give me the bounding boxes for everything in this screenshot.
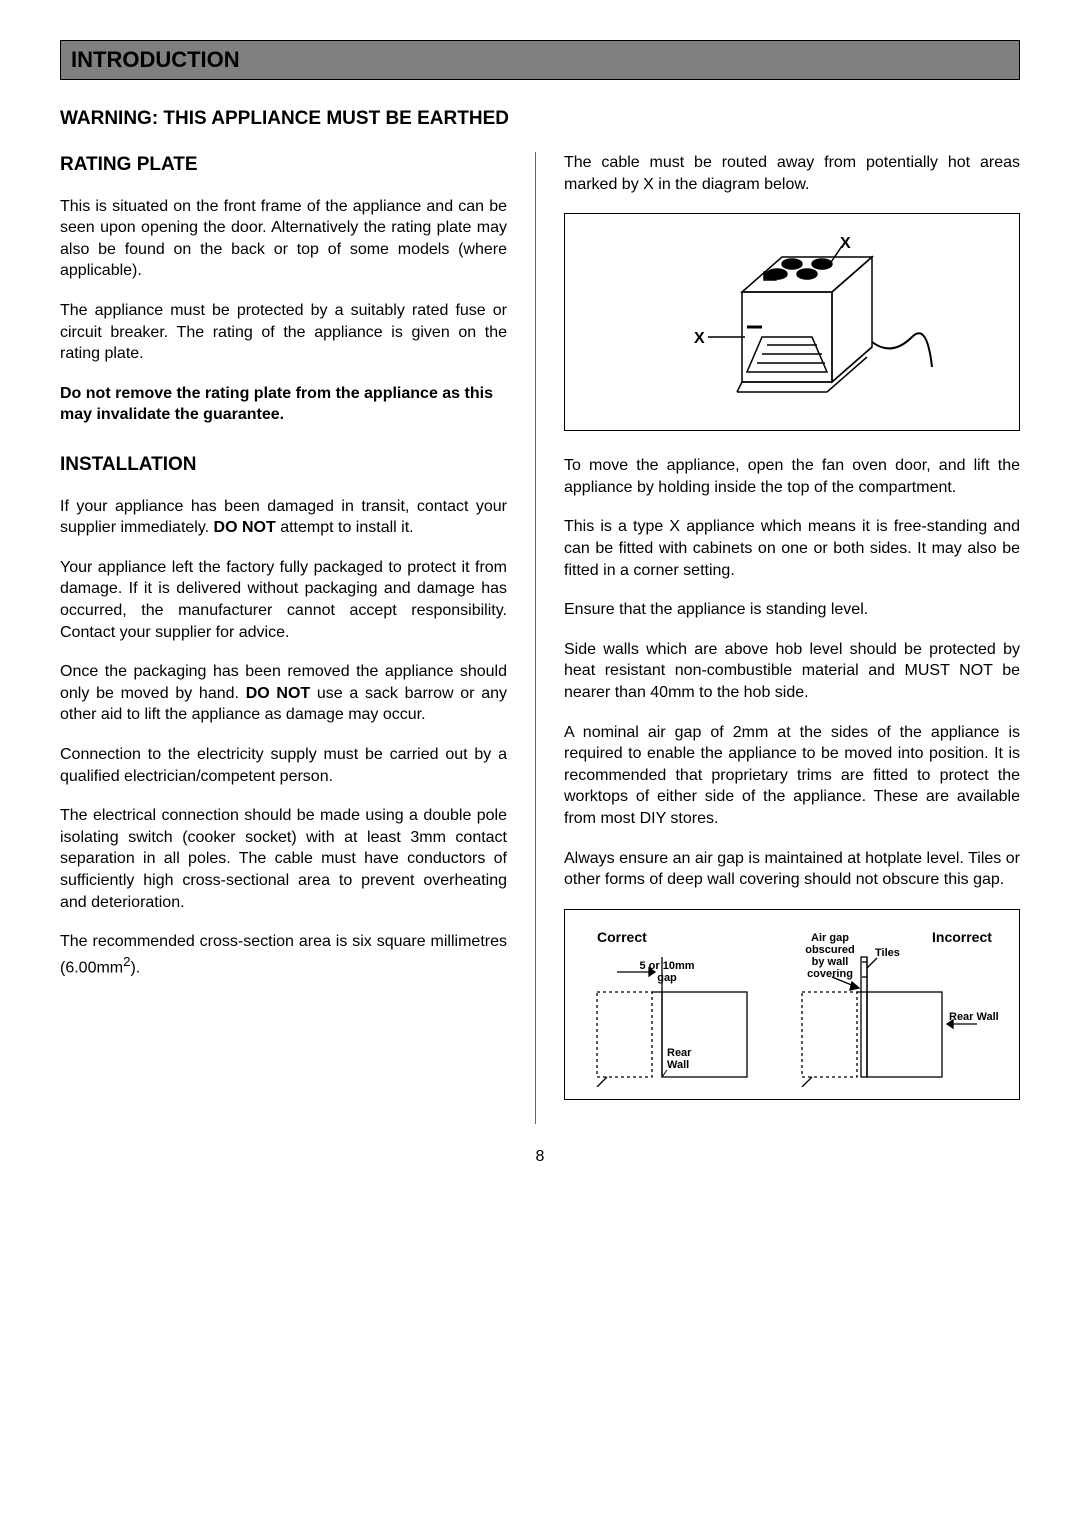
install-p2: Your appliance left the factory fully pa… [60, 557, 507, 643]
install-p4: Connection to the electricity supply mus… [60, 744, 507, 787]
left-column: RATING PLATE This is situated on the fro… [60, 152, 507, 1124]
hotplate-gap-p: Always ensure an air gap is maintained a… [564, 848, 1020, 891]
install-p3: Once the packaging has been removed the … [60, 661, 507, 726]
level-p: Ensure that the appliance is standing le… [564, 599, 1020, 621]
install-p1: If your appliance has been damaged in tr… [60, 496, 507, 539]
air-gap-p: A nominal air gap of 2mm at the sides of… [564, 722, 1020, 830]
svg-text:Tiles: Tiles [875, 947, 900, 959]
side-walls-p: Side walls which are above hob level sho… [564, 639, 1020, 704]
page-number: 8 [60, 1148, 1020, 1166]
install-p5: The electrical connection should be made… [60, 805, 507, 913]
rating-plate-warning: Do not remove the rating plate from the … [60, 383, 507, 426]
installation-heading: INSTALLATION [60, 452, 507, 478]
type-x-p: This is a type X appliance which means i… [564, 516, 1020, 581]
rating-plate-heading: RATING PLATE [60, 152, 507, 178]
svg-text:X: X [840, 235, 851, 252]
section-header: INTRODUCTION [60, 40, 1020, 80]
svg-text:Incorrect: Incorrect [932, 929, 992, 945]
gap-diagram: Correct Incorrect 5 or 10mm gap Rear Wal… [564, 909, 1020, 1100]
main-warning: WARNING: THIS APPLIANCE MUST BE EARTHED [60, 108, 1020, 130]
rating-plate-p1: This is situated on the front frame of t… [60, 196, 507, 282]
move-appliance-p: To move the appliance, open the fan oven… [564, 455, 1020, 498]
cooker-diagram: X X [564, 213, 1020, 431]
column-divider [535, 152, 536, 1124]
install-p6: The recommended cross-section area is si… [60, 931, 507, 979]
svg-text:Rear Wall: Rear Wall [949, 1011, 999, 1023]
cable-route-p: The cable must be routed away from poten… [564, 152, 1020, 195]
right-column: The cable must be routed away from poten… [564, 152, 1020, 1124]
rating-plate-p2: The appliance must be protected by a sui… [60, 300, 507, 365]
svg-text:X: X [694, 330, 705, 347]
svg-text:Correct: Correct [597, 929, 647, 945]
